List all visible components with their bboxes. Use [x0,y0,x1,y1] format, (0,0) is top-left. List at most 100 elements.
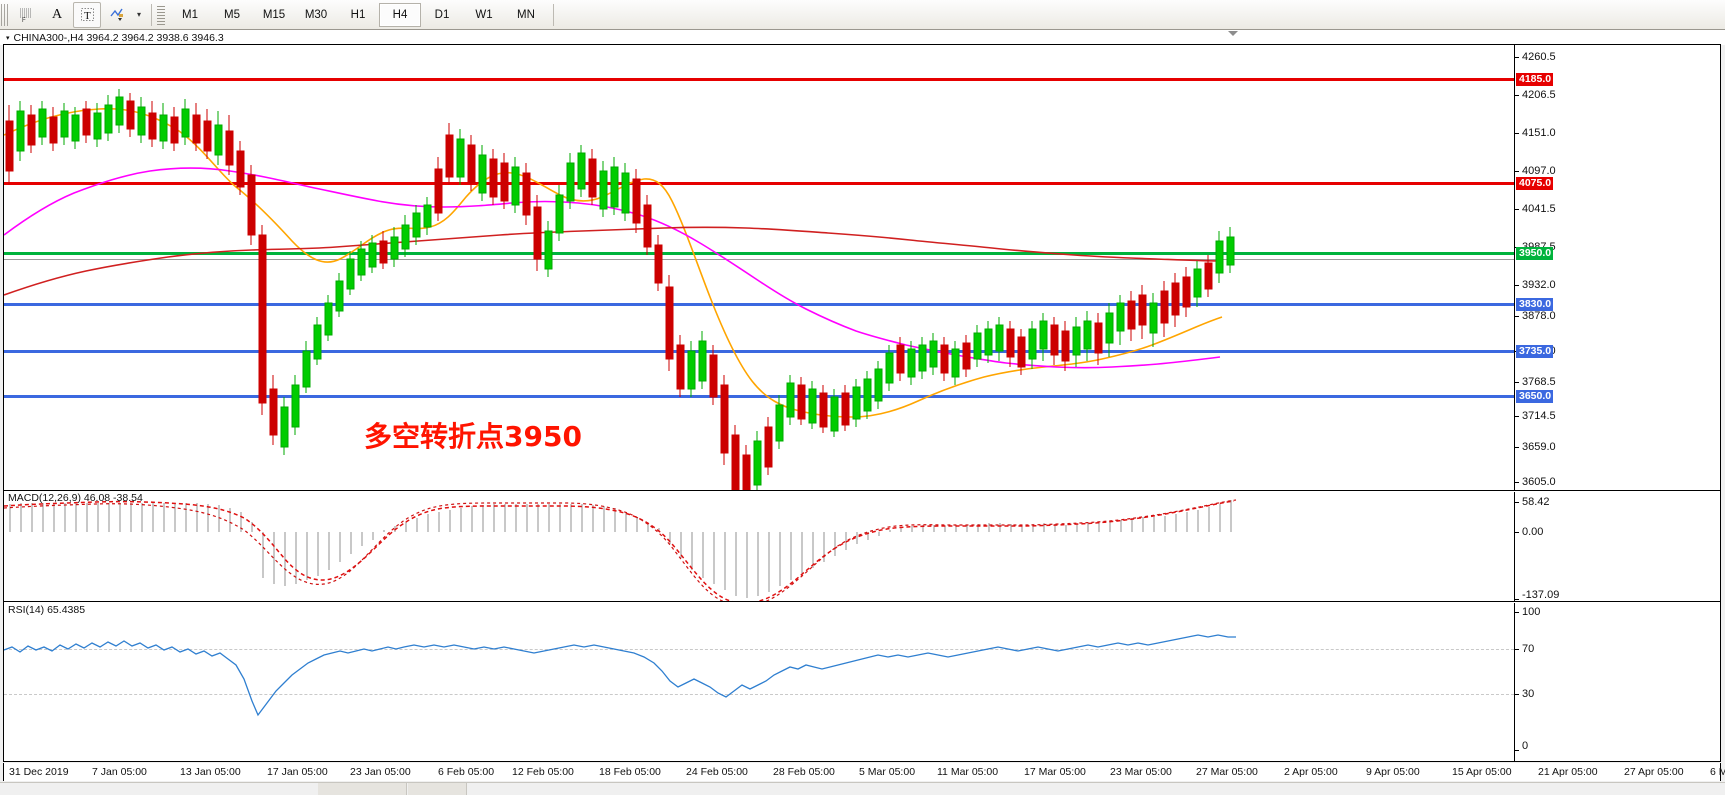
price-tick-label: 3714.5 [1522,410,1556,422]
price-pane[interactable]: 多空转折点3950 4260.5 4206.5 4151.0 4097.0 40… [4,45,1720,491]
timeframe-d1[interactable]: D1 [434,8,450,21]
rsi-tick-label: 30 [1522,688,1535,700]
price-tick-label: 4260.5 [1522,51,1556,63]
chart-expander-icon[interactable]: ▾ [6,34,10,42]
level-tag-4075[interactable]: 4075.0 [1516,177,1554,190]
price-tick-label: 3605.0 [1522,476,1556,488]
timeframe-m5[interactable]: M5 [224,8,240,21]
date-label: 24 Feb 05:00 [686,766,748,778]
level-line-3735[interactable] [4,350,1514,353]
date-axis[interactable]: 31 Dec 2019 7 Jan 05:00 13 Jan 05:00 17 … [3,763,1725,781]
candle-group-mar [555,145,883,490]
level-line-4185[interactable] [4,78,1514,81]
candlestick-series[interactable] [4,45,1514,490]
macd-plot-area[interactable]: MACD(12,26,9) 46.08 -38.54 [4,492,1514,601]
toolbar-separator-right [553,3,554,26]
timeframe-m15[interactable]: M15 [262,8,286,21]
level-tag-4185[interactable]: 4185.0 [1516,73,1554,86]
rsi-axis[interactable]: 100 70 30 0 [1514,603,1720,761]
date-label: 23 Mar 05:00 [1110,766,1172,778]
toolbar-separator [151,3,152,26]
macd-axis[interactable]: 58.42 0.00 -137.09 [1514,492,1720,601]
level-tag-3950[interactable]: 3950.0 [1516,247,1554,260]
date-label: 11 Mar 05:00 [937,766,999,778]
objects-icon[interactable] [103,2,131,28]
level-tag-3735[interactable]: 3735.0 [1516,345,1554,358]
date-label: 17 Jan 05:00 [267,766,328,778]
text-label-icon[interactable]: A [51,6,63,22]
toolbar-drag-handle[interactable] [1,3,10,26]
svg-text:T: T [84,10,91,22]
ma-red-path [4,226,1223,296]
text-object-icon[interactable]: T [73,1,101,28]
macd-tick-label: -137.09 [1522,589,1560,601]
macd-tick-label: 0.00 [1522,526,1544,538]
date-label: 6 May 05:00 [1710,766,1725,778]
price-tick-label: 4206.5 [1522,89,1556,101]
crosshair-horizontal-line [4,259,1514,260]
date-label: 6 Feb 05:00 [438,766,495,778]
price-tick-label: 3659.0 [1522,441,1556,453]
date-label: 5 Mar 05:00 [859,766,916,778]
candle-group-jan [5,89,300,455]
chart-annotation-text[interactable]: 多空转折点3950 [364,420,582,453]
chart-frame: 多空转折点3950 4260.5 4206.5 4151.0 4097.0 40… [3,44,1721,762]
level-tag-3830[interactable]: 3830.0 [1516,298,1554,311]
level-line-3950[interactable] [4,252,1514,255]
date-label: 28 Feb 05:00 [773,766,835,778]
timeframe-drag-handle[interactable] [157,4,165,25]
timeframe-w1[interactable]: W1 [475,8,493,21]
macd-histogram [4,499,1237,601]
rsi-plot-area[interactable]: RSI(14) 65.4385 [4,603,1514,761]
timeframe-m1[interactable]: M1 [182,8,198,21]
timeframe-m30[interactable]: M30 [304,8,328,21]
candle-group-feb [302,123,553,393]
rsi-line [4,634,1236,717]
macd-label: MACD(12,26,9) 46.08 -38.54 [8,492,143,504]
price-tick-label: 3768.5 [1522,376,1556,388]
rsi-pane[interactable]: RSI(14) 65.4385 100 70 30 0 [4,603,1720,761]
date-label: 12 Feb 05:00 [512,766,574,778]
indicator-list-icon[interactable]: F [13,2,41,28]
level-line-3830[interactable] [4,303,1514,306]
date-label: 7 Jan 05:00 [92,766,147,778]
rsi-label: RSI(14) 65.4385 [8,604,86,616]
price-tick-label: 3878.0 [1522,310,1556,322]
date-label: 23 Jan 05:00 [350,766,411,778]
symbol-info-text: CHINA300-,H4 3964.2 3964.2 3938.6 3946.3 [13,31,224,44]
status-cell-2 [408,783,467,795]
chart-top-marker-icon [1228,31,1238,36]
date-label: 9 Apr 05:00 [1366,766,1420,778]
date-label: 2 Apr 05:00 [1284,766,1338,778]
macd-pane[interactable]: MACD(12,26,9) 46.08 -38.54 [4,492,1720,602]
date-label: 18 Feb 05:00 [599,766,661,778]
level-line-3650[interactable] [4,395,1514,398]
timeframe-h1[interactable]: H1 [350,8,366,21]
date-label: 31 Dec 2019 [9,766,69,778]
candle-group-may [1160,227,1235,337]
objects-dropdown-caret[interactable]: ▾ [136,10,141,19]
date-label: 21 Apr 05:00 [1538,766,1598,778]
moving-average-lines [4,107,1223,418]
date-label: 13 Jan 05:00 [180,766,241,778]
symbol-info-bar: ▾ CHINA300-,H4 3964.2 3964.2 3938.6 3946… [0,30,1725,45]
candle-group-apr [885,285,1158,391]
date-label: 27 Apr 05:00 [1624,766,1684,778]
ma-orange-path [4,107,1223,418]
date-label: 17 Mar 05:00 [1024,766,1086,778]
rsi-tick-label: 70 [1522,643,1535,655]
level-line-4075[interactable] [4,182,1514,185]
status-bar [0,782,1725,795]
ma-magenta-path [4,167,1221,369]
rsi-band-30 [4,694,1514,695]
timeframe-mn[interactable]: MN [517,8,535,21]
price-tick-label: 4041.5 [1522,203,1556,215]
timeframe-h4[interactable]: H4 [379,2,421,27]
level-tag-3650[interactable]: 3650.0 [1516,390,1554,403]
macd-tick-label: 58.42 [1522,496,1550,508]
price-tick-label: 3932.0 [1522,279,1556,291]
macd-main-line [4,499,1237,601]
price-axis[interactable]: 4260.5 4206.5 4151.0 4097.0 4041.5 3987.… [1514,45,1720,490]
price-plot-area[interactable]: 多空转折点3950 [4,45,1514,490]
